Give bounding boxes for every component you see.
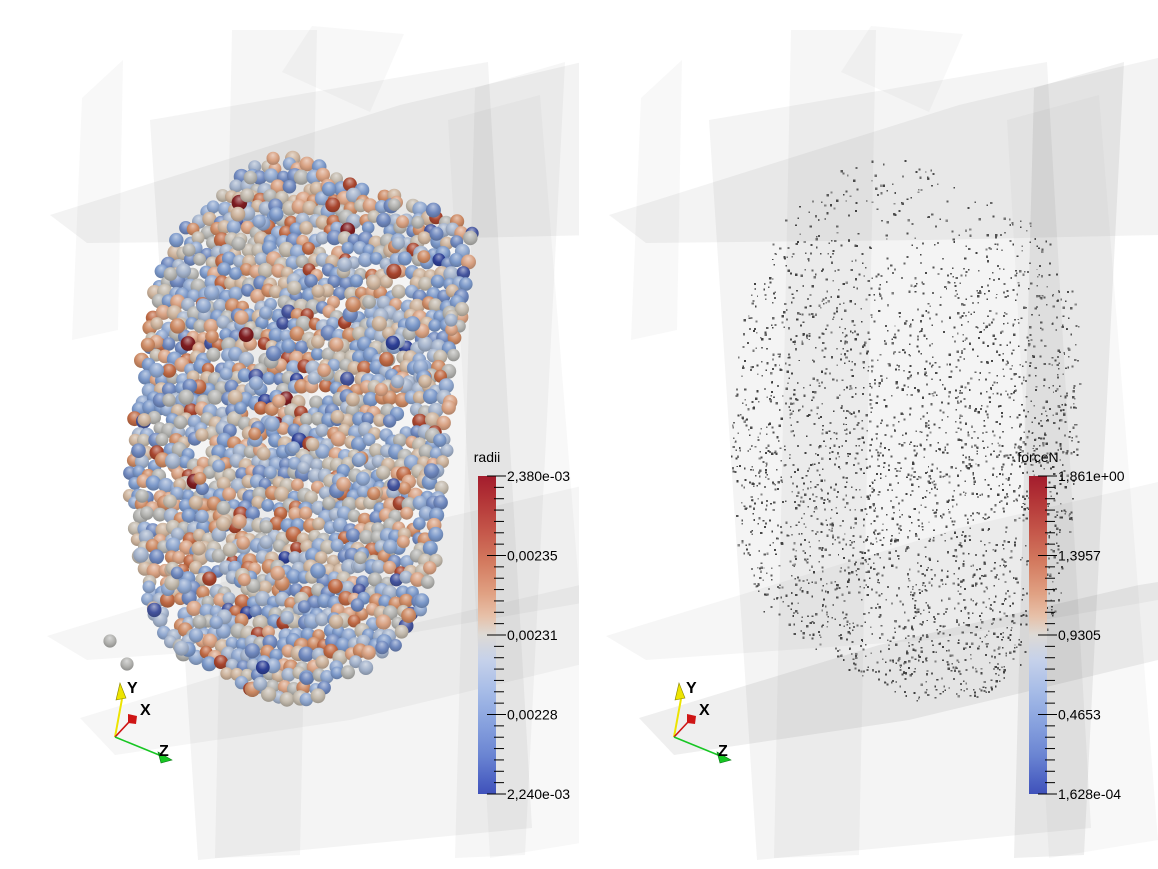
axis-label-y: Y [686,680,697,697]
axis-label-y: Y [127,680,138,697]
axis-label-x: X [699,702,710,719]
scene-svg-right: YXZ forceN 1,861e+001,39570,93050,46531,… [606,26,1158,860]
colorbar-ticks [487,475,506,795]
colorbar-tick-label: 0,00231 [507,627,558,643]
colorbar-tick-label: 0,00235 [507,548,558,564]
orientation-axes-widget: YX Z [114,680,173,764]
point-cloud [730,159,1082,702]
colorbar-tick-label: 1,861e+00 [1058,468,1125,484]
colorbar-labels: 2,380e-03 0,00235 0,00231 0,00228 2,240e-03 [507,468,570,802]
axis-label-x: X [140,702,151,719]
axis-label-z: Z [159,743,169,760]
colorbar-tick-label: 1,628e-04 [1058,786,1121,802]
axis-label-z: Z [718,743,728,760]
scalar-bar-radii[interactable]: radii 2,380e-03 0,00235 0,00231 0,00228 2,24… [474,449,571,802]
colorbar-tick-label: 0,9305 [1058,627,1101,643]
colorbar-labels: 1,861e+00 1,3957 0,9305 0,4653 1,628e-04 [1058,468,1125,802]
colorbar-title: forceN [1017,449,1058,465]
colorbar-tick-label: 1,3957 [1058,548,1101,564]
colorbar-title: radii [474,449,500,465]
scalar-bar-forceN[interactable]: forceN 1,861e+00 1,3957 0,9305 0,4653 1,628e… [1017,449,1124,802]
colorbar-tick-label: 0,00228 [507,707,558,723]
sphere-packing [103,150,479,707]
colorbar-tick-label: 2,240e-03 [507,786,570,802]
colorbar-tick-label: 2,380e-03 [507,468,570,484]
scene-svg-left: YX Z radii 2,380e-03 0,00235 0,00231 0,00228… [50,62,579,860]
colorbar-ticks [1038,475,1057,795]
orientation-axes-widget: YX Z [673,680,732,764]
colorbar-tick-label: 0,4653 [1058,707,1101,723]
